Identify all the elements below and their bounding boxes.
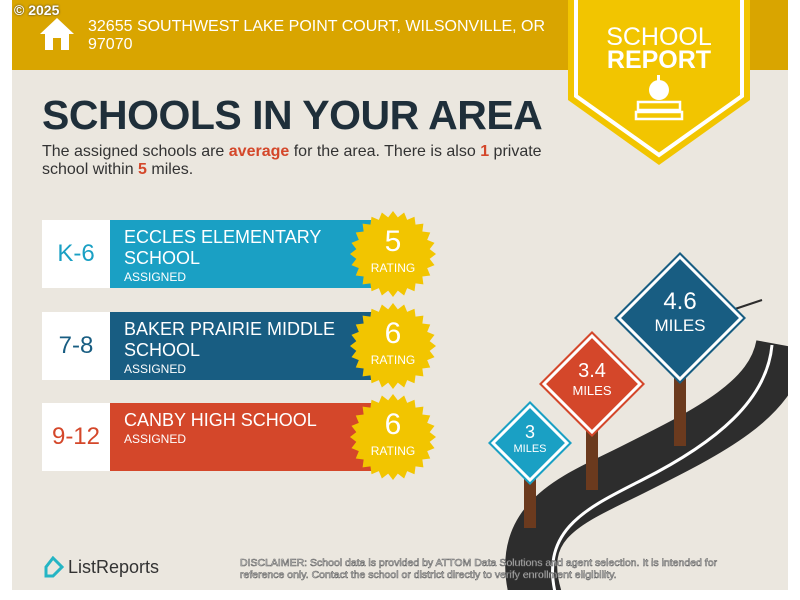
school-name: ECCLES ELEMENTARY SCHOOL (124, 227, 322, 268)
starburst-icon (350, 394, 436, 480)
school-report-panel: 32655 SOUTHWEST LAKE POINT COURT, WILSON… (12, 0, 788, 590)
rating-value: 6 (384, 317, 402, 350)
summary-text: The assigned schools are average for the… (42, 143, 542, 178)
school-name: BAKER PRAIRIE MIDDLE SCHOOL (124, 319, 336, 360)
distance-sign (488, 401, 572, 485)
distance-sign-label: 3 MILES (513, 421, 547, 455)
starburst-icon (350, 303, 436, 389)
grade-range: 7-8 (42, 312, 110, 380)
rating-badge: 5 RATING (350, 211, 436, 297)
rating-label: RATING (370, 261, 416, 275)
property-address: 32655 SOUTHWEST LAKE POINT COURT, WILSON… (88, 18, 546, 53)
school-row: 7-8 BAKER PRAIRIE MIDDLE SCHOOL ASSIGNED (42, 312, 372, 380)
rating-label: RATING (370, 444, 416, 458)
road-illustration (488, 252, 788, 590)
listreports-logo: ListReports (42, 556, 159, 578)
apple-books-icon (634, 75, 684, 121)
distance-sign-label: 3.4 MILES (572, 359, 612, 398)
distance-sign (539, 331, 645, 437)
school-status: ASSIGNED (124, 270, 187, 284)
school-info: BAKER PRAIRIE MIDDLE SCHOOL ASSIGNED (110, 312, 372, 380)
rating-value: 6 (384, 408, 402, 441)
school-status: ASSIGNED (124, 362, 187, 376)
rating-badge: 6 RATING (350, 394, 436, 480)
listreports-logo-icon (44, 556, 64, 578)
distance-sign-label: 4.6 MILES (654, 287, 706, 335)
school-name: CANBY HIGH SCHOOL (124, 410, 317, 430)
house-icon (40, 18, 74, 50)
distance-sign (614, 252, 746, 384)
grade-range: 9-12 (42, 403, 110, 471)
school-status: ASSIGNED (124, 432, 187, 446)
school-info: CANBY HIGH SCHOOL ASSIGNED (110, 403, 372, 471)
starburst-icon (350, 211, 436, 297)
page-title: SCHOOLS IN YOUR AREA (42, 92, 543, 138)
rating-label: RATING (370, 353, 416, 367)
grade-range: K-6 (42, 220, 110, 288)
badge-line2: REPORT (606, 46, 712, 74)
disclaimer: DISCLAIMER: School data is provided by A… (240, 557, 718, 582)
school-row: K-6 ECCLES ELEMENTARY SCHOOL ASSIGNED (42, 220, 372, 288)
school-info: ECCLES ELEMENTARY SCHOOL ASSIGNED (110, 220, 372, 288)
rating-value: 5 (384, 225, 402, 258)
school-report-badge: SCHOOL REPORT (568, 0, 750, 170)
badge-line1: SCHOOL (606, 23, 712, 51)
school-row: 9-12 CANBY HIGH SCHOOL ASSIGNED (42, 403, 372, 471)
rating-badge: 6 RATING (350, 303, 436, 389)
copyright: © 2025 (14, 2, 60, 18)
